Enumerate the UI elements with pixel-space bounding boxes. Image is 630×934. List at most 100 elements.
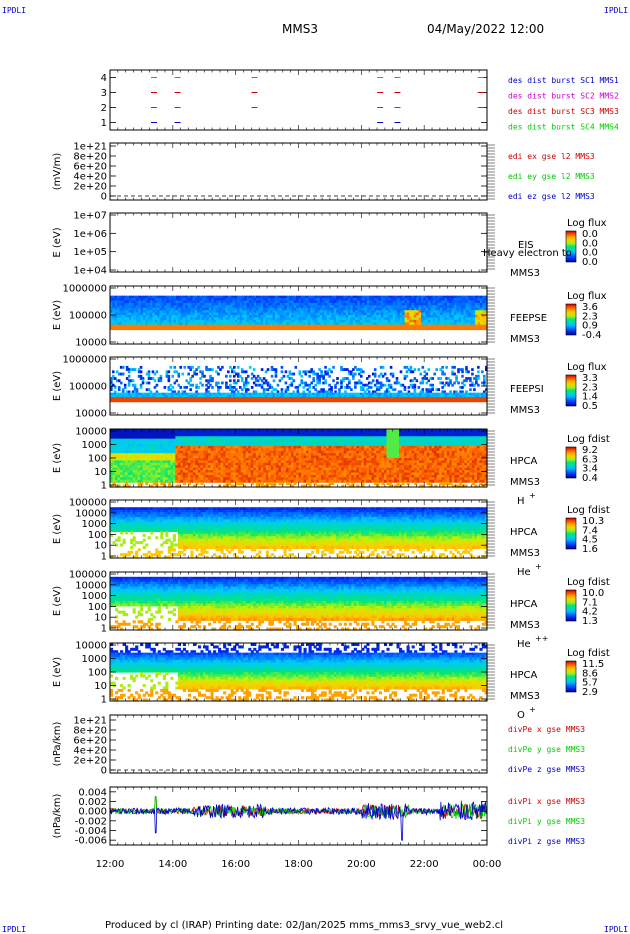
spectrogram-cell: [379, 392, 383, 396]
spectrogram-cell: [418, 312, 422, 316]
spectrogram-cell: [225, 312, 229, 316]
spectrogram-cell: [199, 397, 202, 400]
spectrogram-cell: [331, 310, 335, 314]
spectrogram-cell: [461, 302, 465, 306]
spectrogram-cell: [286, 307, 290, 311]
spectrogram-cell: [428, 319, 432, 323]
spectrogram-cell: [252, 368, 256, 371]
spectrogram-cell: [404, 324, 408, 328]
spectrogram-cell: [137, 482, 141, 486]
spectrogram-cell: [217, 386, 220, 389]
spectrogram-cell: [439, 302, 443, 306]
spectrogram-cell: [392, 317, 396, 321]
spectrogram-cell: [343, 305, 347, 309]
spectrogram-cell: [413, 307, 417, 311]
spectrogram-cell: [427, 390, 431, 394]
spectrogram-cell: [267, 307, 271, 311]
spectrogram-cell: [291, 327, 295, 331]
spectrogram-cell: [454, 310, 457, 314]
spectrogram-cell: [256, 315, 260, 319]
spectrogram-cell: [298, 327, 302, 331]
spectrogram-cell: [274, 315, 278, 319]
spectrogram-cell: [233, 370, 236, 374]
spectrogram-cell: [329, 310, 333, 314]
spectrogram-cell: [218, 319, 222, 323]
spectrogram-cell: [308, 394, 312, 398]
spectrogram-cell: [326, 370, 329, 374]
spectrogram-cell: [435, 310, 439, 314]
spectrogram-cell: [362, 312, 366, 316]
spectrogram-cell: [110, 302, 113, 306]
spectrogram-cell: [142, 458, 146, 462]
spectrogram-cell: [235, 397, 238, 400]
spectrogram-cell: [133, 324, 137, 328]
spectrogram-cell: [361, 394, 365, 398]
spectrogram-cell: [441, 386, 444, 389]
spectrogram-cell: [248, 394, 252, 398]
spectrogram-cell: [110, 431, 114, 435]
spectrogram-cell: [142, 295, 146, 299]
spectrogram-cell: [352, 374, 355, 378]
spectrogram-cell: [312, 312, 316, 316]
spectrogram-cell: [469, 379, 472, 383]
spectrogram-cell: [310, 310, 314, 314]
spectrogram-cell: [201, 324, 205, 328]
spectrogram-cell: [140, 458, 144, 462]
spectrogram-cell: [265, 327, 269, 331]
spectrogram-cell: [437, 394, 440, 398]
spectrogram-cell: [364, 324, 368, 328]
spectrogram-cell: [274, 399, 278, 403]
spectrogram-cell: [446, 322, 450, 326]
spectrogram-cell: [139, 374, 143, 378]
spectrogram-cell: [137, 479, 141, 483]
spectrogram-cell: [439, 392, 442, 396]
spectrogram-cell: [449, 390, 452, 394]
spectrogram-cell: [199, 315, 203, 319]
spectrogram-cell: [152, 445, 156, 449]
spectrogram-cell: [371, 312, 375, 316]
spectrogram-cell: [170, 429, 174, 433]
spectrogram-cell: [444, 302, 448, 306]
spectrogram-cell: [413, 327, 417, 331]
spectrogram-cell: [371, 324, 375, 328]
spectrogram-cell: [166, 317, 170, 321]
spectrogram-cell: [258, 315, 262, 319]
y-tick-label: 100000: [69, 311, 107, 322]
spectrogram-cell: [465, 315, 469, 319]
spectrogram-cell: [233, 394, 236, 398]
spectrogram-cell: [383, 315, 387, 319]
spectrogram-cell: [166, 327, 170, 331]
spectrogram-cell: [385, 390, 389, 394]
spectrogram-cell: [430, 305, 434, 309]
spectrogram-cell: [303, 307, 307, 311]
spectrogram-cell: [296, 324, 300, 328]
spectrogram-cell: [395, 377, 399, 380]
spectrogram-cell: [445, 381, 448, 385]
spectrogram-cell: [401, 399, 405, 403]
spectrogram-cell: [234, 307, 238, 311]
spectrogram-cell: [387, 397, 391, 400]
spectrogram-cell: [277, 324, 281, 328]
spectrogram-cell: [404, 322, 408, 326]
spectrogram-cell: [164, 312, 168, 316]
spectrogram-cell: [115, 474, 119, 478]
spectrogram-cell: [348, 397, 351, 400]
spectrogram-cell: [225, 327, 229, 331]
spectrogram-cell: [175, 324, 179, 328]
spectrogram-cell: [175, 327, 179, 331]
spectrogram-cell: [473, 377, 476, 380]
spectrogram-cell: [233, 381, 236, 385]
spectrogram-cell: [211, 386, 214, 389]
y-axis-label: E (eV): [52, 227, 63, 257]
spectrogram-cell: [216, 300, 219, 304]
spectrogram-cell: [132, 479, 136, 483]
spectrogram-cell: [347, 317, 351, 321]
spectrogram-cell: [157, 317, 161, 321]
spectrogram-cell: [137, 462, 141, 466]
spectrogram-cell: [388, 302, 391, 306]
spectrogram-cell: [167, 445, 171, 449]
spectrogram-cell: [159, 312, 163, 316]
spectrogram-cell: [252, 397, 256, 400]
spectrogram-cell: [350, 372, 353, 376]
spectrogram-cell: [125, 436, 129, 440]
